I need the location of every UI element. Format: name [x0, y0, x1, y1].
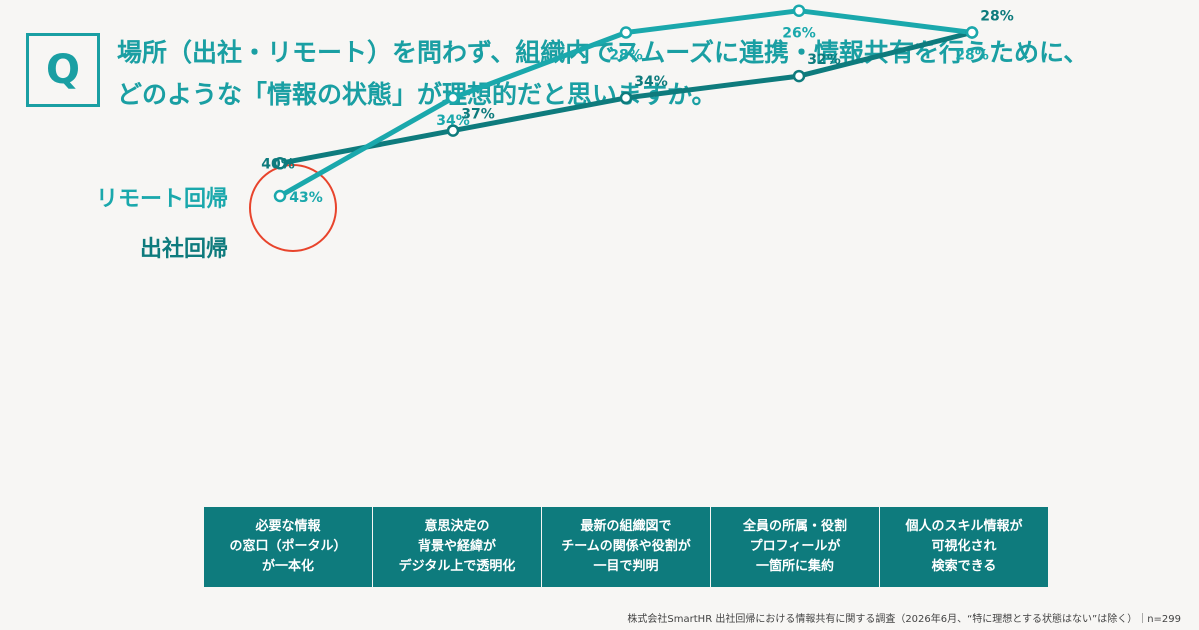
category-cell: 最新の組織図で チームの関係や役割が 一目で判明 — [541, 507, 710, 587]
remote-data-point — [965, 26, 979, 39]
highlight-circle — [249, 164, 337, 252]
line-chart: 43%34%28%26%28%40%37%34%32%28% — [249, 4, 1014, 252]
remote-data-label: 43% — [289, 190, 323, 206]
category-cell: 必要な情報 の窓口（ポータル） が一本化 — [229, 519, 347, 574]
question-line-2: どのような「情報の状態」が理想的だと思いますか。 — [117, 80, 717, 109]
remote-data-label: 34% — [436, 113, 470, 129]
remote-data-label: 28% — [609, 48, 643, 64]
office-data-point — [273, 157, 287, 170]
category-cell: 個人のスキル情報が 可視化され 検索できる — [879, 507, 1048, 587]
legend-office-label: 出社回帰 — [139, 237, 228, 262]
category-cell: 意思決定の 背景や経緯が デジタル上で透明化 — [372, 507, 541, 587]
office-data-point — [619, 91, 633, 105]
remote-data-point — [273, 189, 287, 203]
remote-data-point — [446, 91, 460, 105]
office-data-point — [446, 124, 460, 137]
office-data-label: 40% — [261, 156, 295, 172]
category-cell: 全員の所属・役割 プロフィールが 一箇所に集約 — [710, 507, 879, 587]
category-table: 必要な情報 の窓口（ポータル） が一本化 意思決定の 背景や経緯が デジタル上で透… — [204, 507, 1048, 587]
remote-data-label: 26% — [782, 26, 816, 42]
office-data-label: 28% — [980, 9, 1014, 25]
question-badge: Q — [26, 33, 100, 107]
source-note: 株式会社SmartHR 出社回帰における情報共有に関する調査（2026年6月、“… — [627, 614, 1181, 625]
remote-data-label: 28% — [955, 48, 989, 64]
office-data-point — [792, 69, 806, 83]
legend-remote-label: リモート回帰 — [95, 187, 228, 212]
remote-data-point — [619, 26, 633, 39]
remote-data-point — [792, 4, 806, 17]
office-data-label: 32% — [807, 52, 841, 68]
office-data-label: 37% — [461, 107, 495, 123]
office-data-label: 34% — [634, 74, 668, 90]
